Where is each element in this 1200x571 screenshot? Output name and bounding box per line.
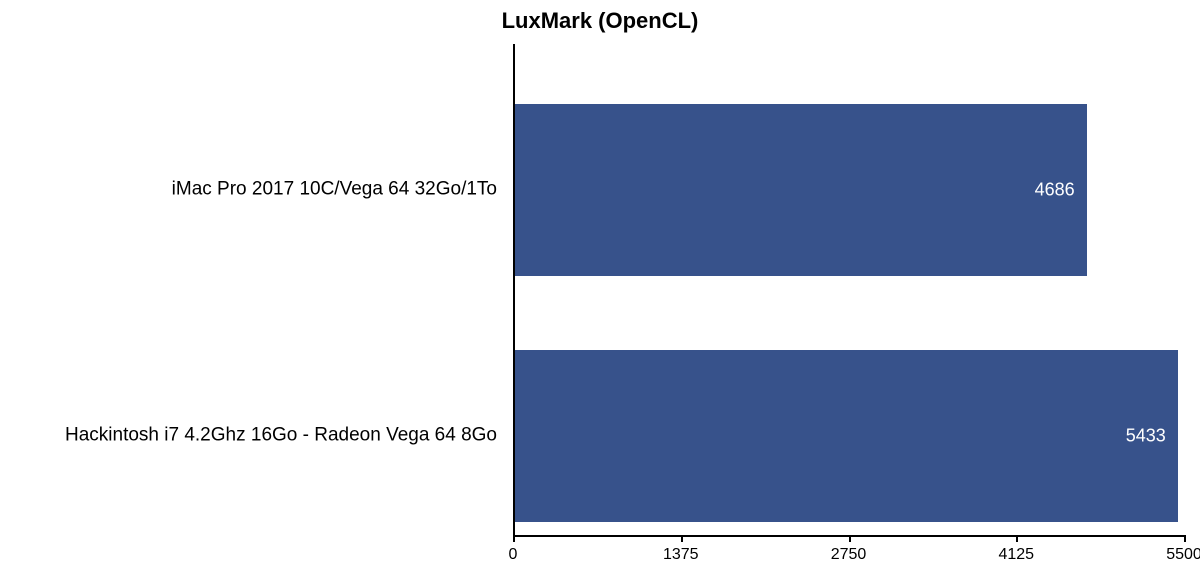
- chart-title: LuxMark (OpenCL): [0, 8, 1200, 34]
- category-label: iMac Pro 2017 10C/Vega 64 32Go/1To: [172, 179, 497, 202]
- x-tick: [849, 535, 851, 542]
- x-tick: [1016, 535, 1018, 542]
- x-tick: [513, 535, 515, 542]
- bar: 5433: [515, 350, 1178, 522]
- category-label: Hackintosh i7 4.2Ghz 16Go - Radeon Vega …: [65, 425, 497, 448]
- x-tick: [1184, 535, 1186, 542]
- x-tick-label: 4125: [998, 546, 1034, 564]
- bar-value-label: 4686: [1035, 180, 1075, 201]
- x-tick-label: 2750: [831, 546, 867, 564]
- luxmark-chart: LuxMark (OpenCL) 4686 5433 iMac Pro 2017 …: [0, 0, 1200, 571]
- x-tick-label: 1375: [663, 546, 699, 564]
- bar-value-label: 5433: [1126, 426, 1166, 447]
- x-tick-label: 5500: [1166, 546, 1200, 564]
- x-tick-label: 0: [509, 546, 518, 564]
- x-tick: [681, 535, 683, 542]
- bar: 4686: [515, 104, 1087, 276]
